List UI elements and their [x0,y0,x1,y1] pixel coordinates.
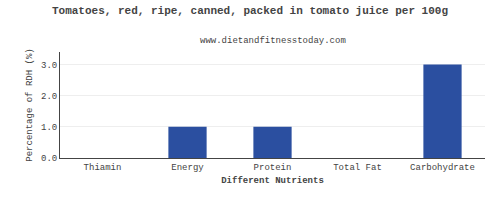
svg-text:Energy: Energy [171,163,204,173]
svg-text:Protein: Protein [254,163,292,173]
svg-text:3.0: 3.0 [41,61,57,71]
svg-text:www.dietandfitnesstoday.com: www.dietandfitnesstoday.com [200,36,346,46]
svg-text:Different Nutrients: Different Nutrients [221,176,324,186]
svg-text:0.0: 0.0 [41,154,57,164]
svg-text:2.0: 2.0 [41,92,57,102]
svg-text:Percentage of RDH (%): Percentage of RDH (%) [25,48,35,161]
svg-text:Thiamin: Thiamin [84,163,122,173]
svg-text:Total Fat: Total Fat [333,163,382,173]
svg-text:Tomatoes, red, ripe, canned, p: Tomatoes, red, ripe, canned, packed in t… [52,5,448,17]
svg-text:1.0: 1.0 [41,123,57,133]
svg-text:Carbohydrate: Carbohydrate [410,163,475,173]
